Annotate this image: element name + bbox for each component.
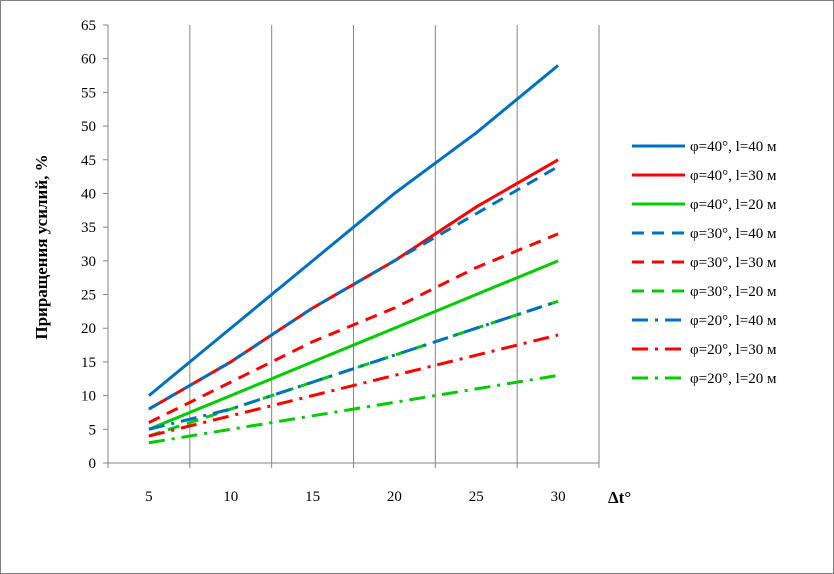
y-tick-label: 25: [81, 288, 96, 304]
y-tick-label: 65: [81, 18, 96, 34]
y-tick-label: 50: [81, 119, 96, 135]
x-tick-label: 25: [469, 489, 484, 505]
y-tick-label: 45: [81, 153, 96, 169]
legend-entry-9: φ=20°, l=20 м: [690, 371, 777, 387]
y-tick-label: 40: [81, 186, 96, 202]
y-tick-label: 35: [81, 220, 96, 236]
legend-entry-6: φ=30°, l=20 м: [690, 284, 777, 300]
series-line-2: [148, 158, 559, 411]
legend-entry-8: φ=20°, l=30 м: [690, 342, 777, 358]
x-tick-labels: 5 10 15 20 25 30: [145, 489, 565, 505]
series-line-5: [148, 232, 559, 424]
series-line-9: [148, 373, 559, 445]
y-tick-label: 15: [81, 355, 96, 371]
series-line-1: [147, 64, 560, 397]
series-line-8: [148, 333, 559, 438]
series-line-7: [148, 299, 559, 431]
x-tick-label: 20: [387, 489, 402, 505]
y-tick-label: 10: [81, 389, 96, 405]
legend-entry-3: φ=40°, l=20 м: [690, 197, 777, 213]
legend-entry-1: φ=40°, l=40 м: [690, 139, 777, 155]
legend-entry-7: φ=20°, l=40 м: [690, 313, 777, 329]
legend-entry-5: φ=30°, l=30 м: [690, 255, 777, 271]
y-tick-label: 55: [81, 85, 96, 101]
x-tick-label: 15: [305, 489, 320, 505]
legend-entry-2: φ=40°, l=30 м: [690, 168, 777, 184]
x-axis-label: Δt°: [608, 488, 631, 507]
axes: [103, 24, 600, 468]
y-tick-label: 0: [89, 456, 97, 472]
x-tick-label: 5: [145, 489, 153, 505]
legend: φ=40°, l=40 м φ=40°, l=30 м φ=40°, l=20 м φ…: [632, 139, 777, 387]
x-tick-label: 30: [551, 489, 566, 505]
y-axis-label: Приращения усилий, %: [32, 154, 51, 339]
y-tick-labels: 0 5 10 15 20 25 30 35 40 45 50 55 60 65: [81, 18, 96, 472]
y-tick-label: 20: [81, 321, 96, 337]
y-tick-label: 60: [81, 52, 96, 68]
y-tick-label: 30: [81, 254, 96, 270]
x-tick-label: 10: [223, 489, 238, 505]
legend-entry-4: φ=30°, l=40 м: [690, 226, 777, 242]
plot-area: [147, 64, 560, 445]
series-line-3: [148, 259, 559, 431]
y-tick-label: 5: [89, 422, 97, 438]
